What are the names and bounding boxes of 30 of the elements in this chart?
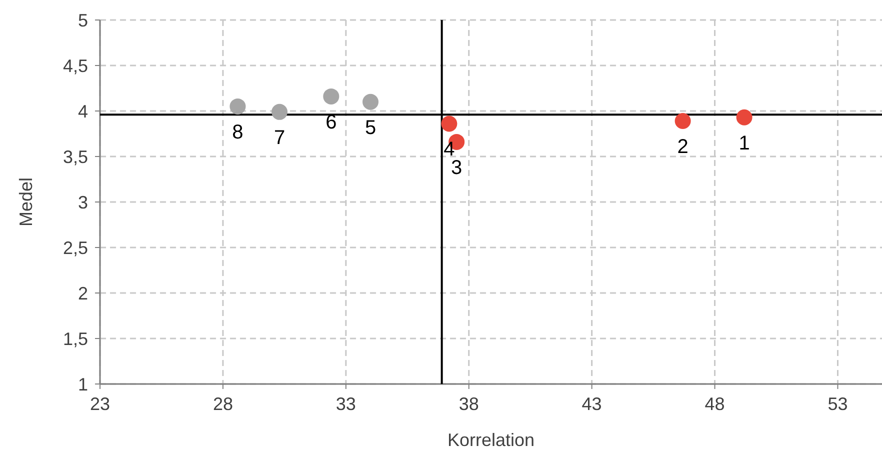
x-tick-label: 38 [458,394,479,414]
x-tick-label: 33 [336,394,356,414]
y-tick-label: 4 [78,101,88,122]
x-tick-label: 43 [582,394,602,414]
x-tick-label: 23 [90,394,110,414]
y-tick-label: 2 [78,283,88,304]
x-tick-label: 53 [828,394,848,414]
point [272,104,288,120]
point [323,88,340,104]
y-tick-label: 5 [78,10,88,30]
x-axis-title: Korrelation [447,430,535,450]
annotation: 5 [364,116,376,139]
point [441,116,458,132]
y-tick-label: 1,5 [62,328,88,349]
annotation: 1 [738,132,750,154]
point [674,113,691,130]
y-tick-label: 4,5 [62,56,88,76]
x-tick-label: 48 [704,394,725,414]
y-axis-title: Medel [16,177,36,227]
x-tick-label: 28 [212,394,233,414]
point [362,94,379,110]
point [736,109,752,126]
y-tick-label: 1 [78,374,88,394]
annotation: 7 [274,126,286,149]
y-tick-label: 3 [78,192,88,212]
y-tick-label: 3,5 [62,146,88,167]
annotation: 2 [677,136,688,158]
y-tick-label: 2,5 [62,238,88,258]
annotation: 8 [232,121,244,144]
point [230,98,246,114]
